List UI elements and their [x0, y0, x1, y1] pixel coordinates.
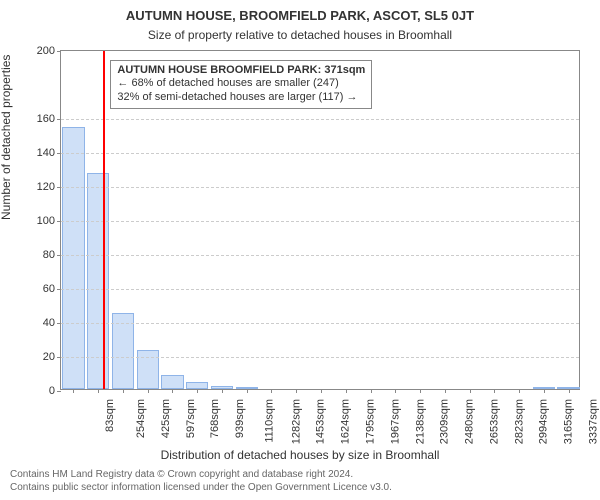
ytick-label: 120 — [37, 181, 61, 193]
gridline-h — [61, 323, 579, 324]
xtick-label: 1453sqm — [315, 399, 327, 444]
gridline-h — [61, 255, 579, 256]
xtick-label: 1795sqm — [364, 399, 376, 444]
attribution-footer: Contains HM Land Registry data © Crown c… — [10, 469, 392, 494]
xtick-label: 3165sqm — [562, 399, 574, 444]
histogram-plot: 020406080100120140160200 83sqm254sqm425s… — [60, 50, 580, 390]
footer-line1: Contains HM Land Registry data © Crown c… — [10, 469, 392, 482]
xtick-mark — [73, 389, 74, 393]
ytick-label: 60 — [43, 283, 61, 295]
xtick-mark — [470, 389, 471, 393]
xtick-label: 1282sqm — [290, 399, 302, 444]
xtick-mark — [544, 389, 545, 393]
xtick-label: 1624sqm — [340, 399, 352, 444]
ytick-label: 140 — [37, 147, 61, 159]
xtick-label: 939sqm — [234, 399, 246, 438]
ytick-label: 40 — [43, 317, 61, 329]
gridline-h — [61, 153, 579, 154]
histogram-bar — [161, 375, 183, 389]
page-title: AUTUMN HOUSE, BROOMFIELD PARK, ASCOT, SL… — [0, 8, 600, 23]
xtick-mark — [271, 389, 272, 393]
xtick-mark — [445, 389, 446, 393]
property-marker-line — [103, 51, 105, 389]
xtick-label: 254sqm — [135, 399, 147, 438]
gridline-h — [61, 357, 579, 358]
x-axis-label: Distribution of detached houses by size … — [0, 448, 600, 462]
ytick-label: 160 — [37, 113, 61, 125]
xtick-label: 83sqm — [104, 399, 116, 432]
xtick-mark — [98, 389, 99, 393]
xtick-mark — [569, 389, 570, 393]
xtick-mark — [519, 389, 520, 393]
histogram-bar — [186, 382, 208, 389]
callout-line1: ← 68% of detached houses are smaller (24… — [117, 77, 365, 91]
footer-line2: Contains public sector information licen… — [10, 482, 392, 495]
xtick-label: 2994sqm — [538, 399, 550, 444]
xtick-label: 1110sqm — [264, 399, 276, 443]
xtick-mark — [296, 389, 297, 393]
ytick-label: 0 — [49, 385, 61, 397]
xtick-label: 597sqm — [185, 399, 197, 438]
xtick-label: 2823sqm — [513, 399, 525, 444]
ytick-label: 200 — [37, 45, 61, 57]
xtick-label: 768sqm — [210, 399, 222, 438]
xtick-mark — [420, 389, 421, 393]
xtick-mark — [395, 389, 396, 393]
gridline-h — [61, 187, 579, 188]
xtick-mark — [172, 389, 173, 393]
callout-title: AUTUMN HOUSE BROOMFIELD PARK: 371sqm — [117, 64, 365, 78]
xtick-mark — [123, 389, 124, 393]
xtick-label: 425sqm — [160, 399, 172, 438]
xtick-mark — [371, 389, 372, 393]
callout-line2: 32% of semi-detached houses are larger (… — [117, 91, 365, 105]
y-axis-label: Number of detached properties — [0, 55, 13, 220]
gridline-h — [61, 119, 579, 120]
xtick-mark — [148, 389, 149, 393]
xtick-mark — [222, 389, 223, 393]
xtick-mark — [197, 389, 198, 393]
ytick-label: 100 — [37, 215, 61, 227]
page-subtitle: Size of property relative to detached ho… — [0, 28, 600, 42]
gridline-h — [61, 221, 579, 222]
xtick-label: 2480sqm — [463, 399, 475, 444]
xtick-label: 2309sqm — [439, 399, 451, 444]
xtick-label: 2653sqm — [488, 399, 500, 444]
ytick-label: 80 — [43, 249, 61, 261]
histogram-bar — [62, 127, 84, 389]
xtick-label: 1967sqm — [389, 399, 401, 444]
xtick-mark — [321, 389, 322, 393]
xtick-mark — [494, 389, 495, 393]
gridline-h — [61, 289, 579, 290]
histogram-bar — [137, 350, 159, 389]
xtick-label: 3337sqm — [587, 399, 599, 444]
ytick-label: 20 — [43, 351, 61, 363]
callout-box: AUTUMN HOUSE BROOMFIELD PARK: 371sqm ← 6… — [110, 60, 372, 109]
xtick-label: 2138sqm — [414, 399, 426, 444]
xtick-mark — [346, 389, 347, 393]
xtick-mark — [247, 389, 248, 393]
